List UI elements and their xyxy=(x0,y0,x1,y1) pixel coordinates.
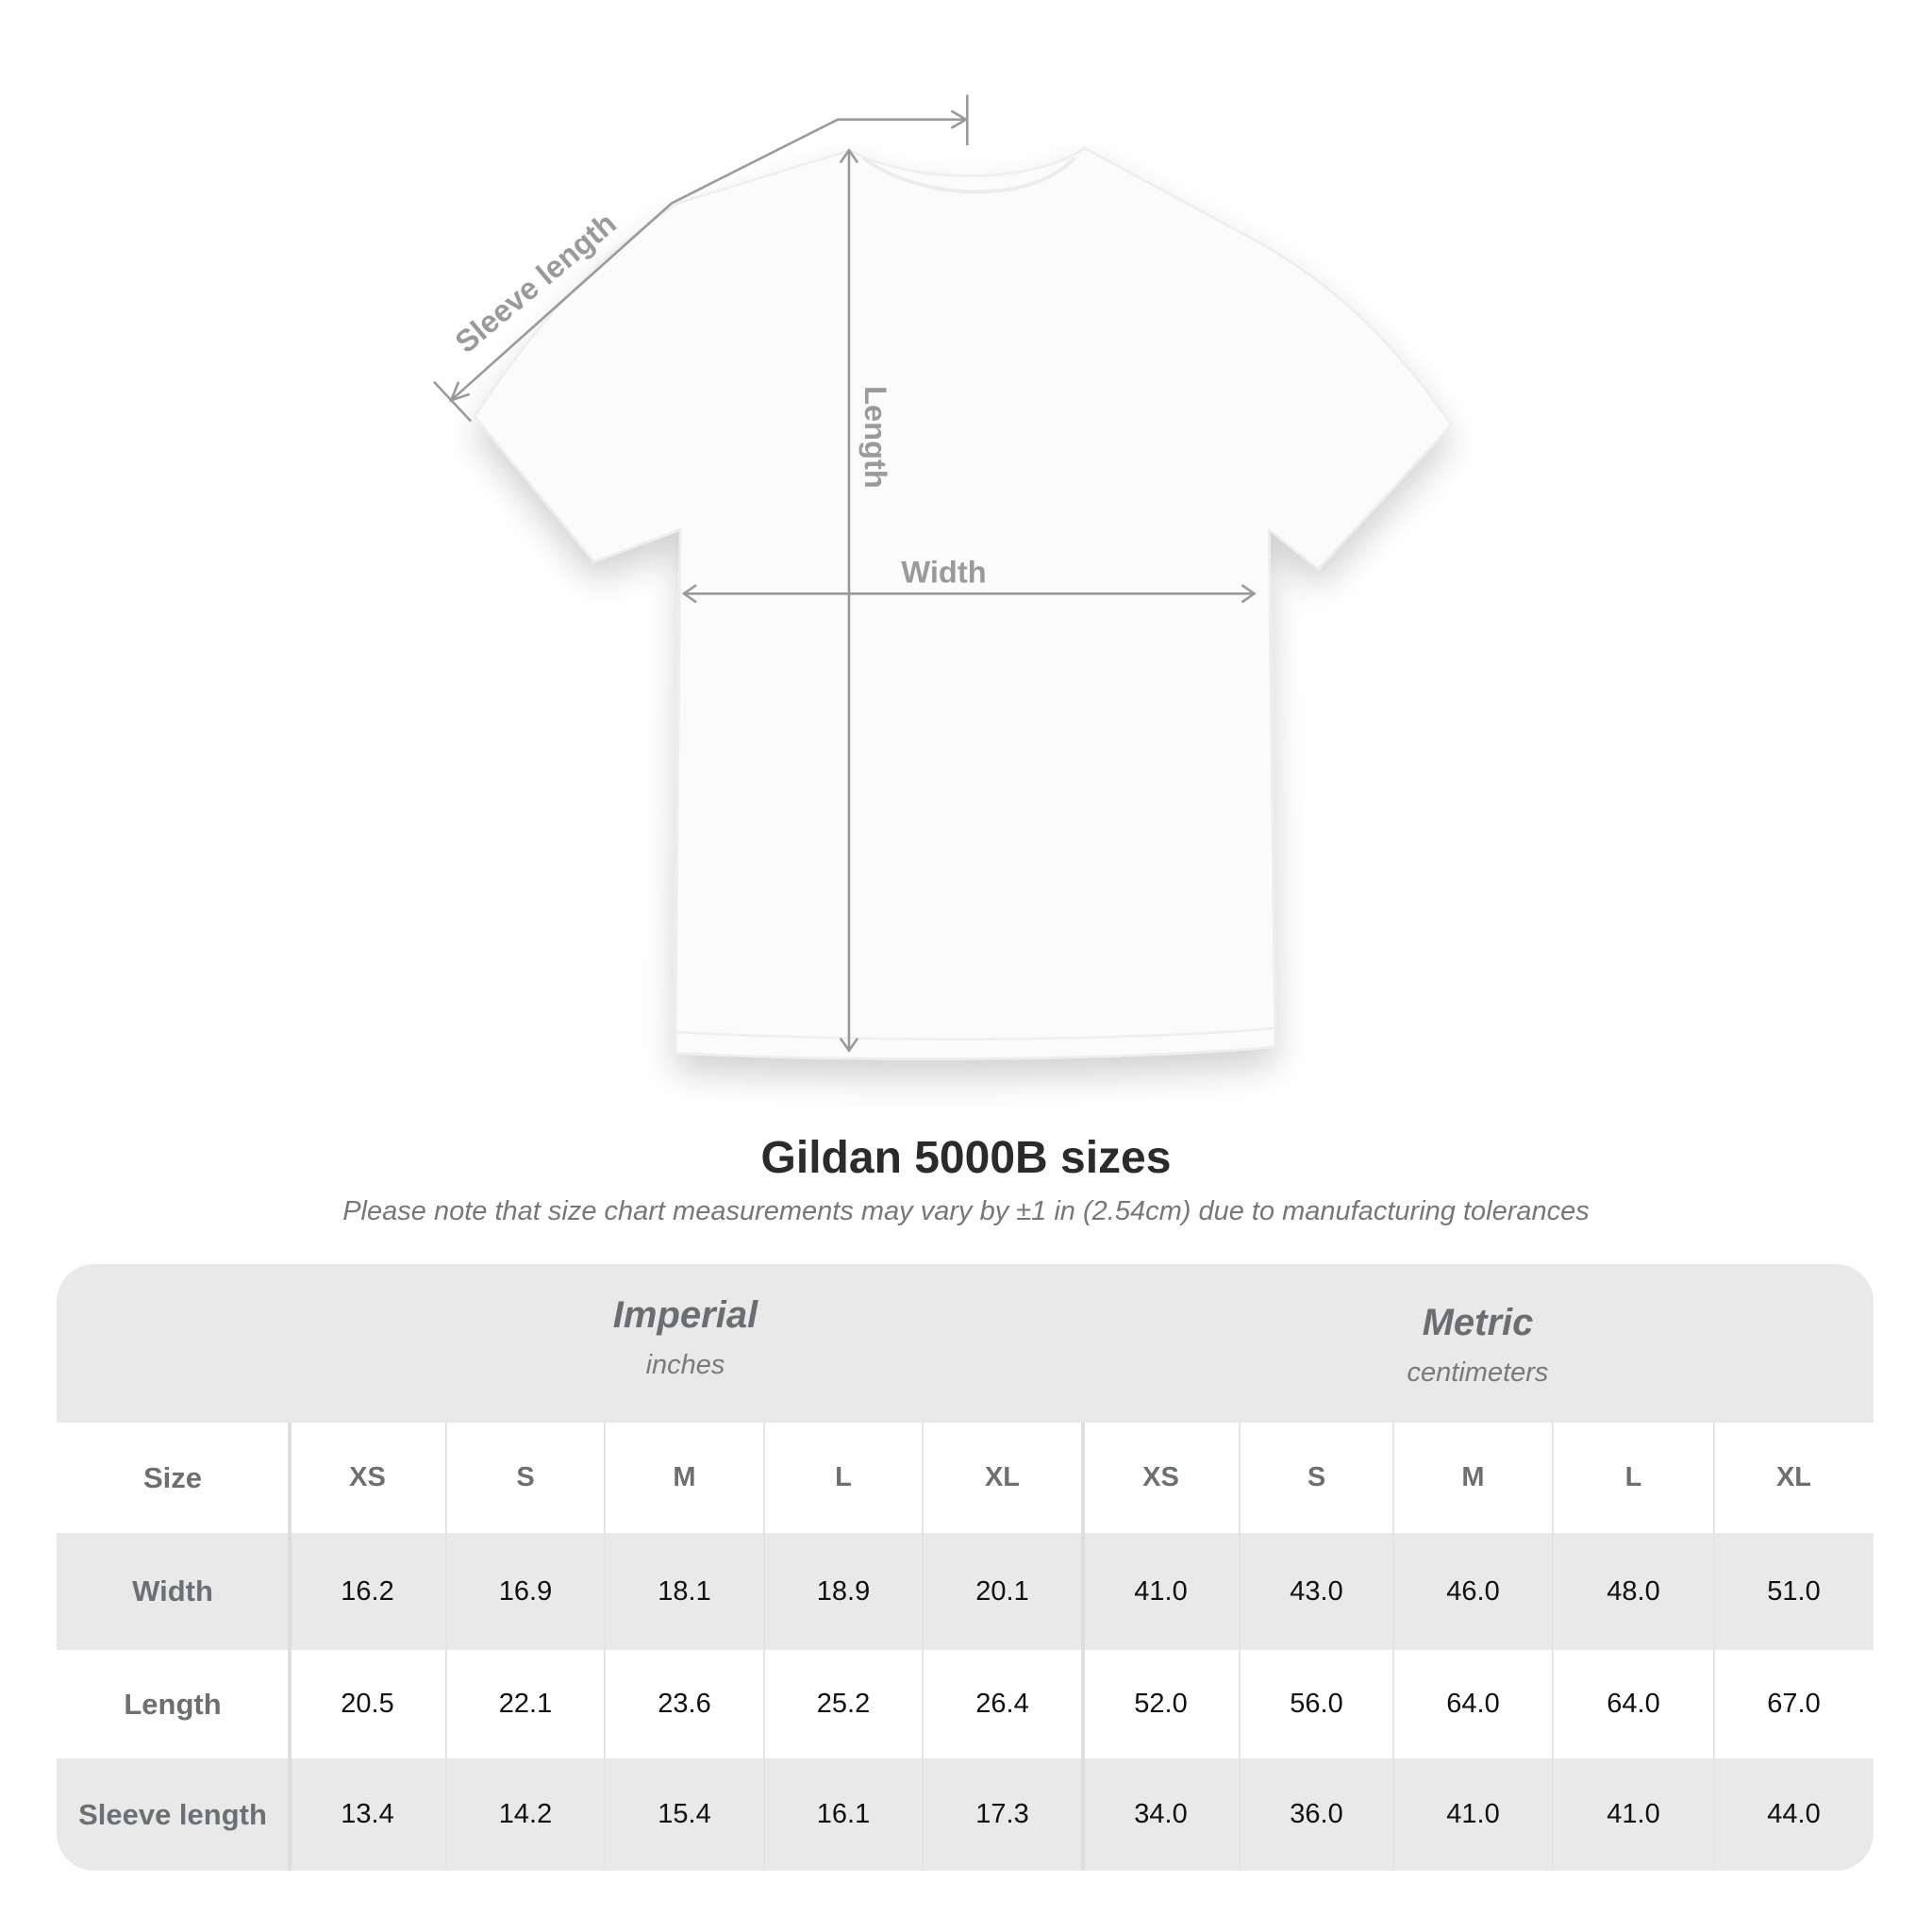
table-cell: 48.0 xyxy=(1607,1575,1660,1607)
row-band xyxy=(57,1533,1874,1650)
width-label: Width xyxy=(901,555,986,590)
table-cell: 17.3 xyxy=(975,1799,1029,1829)
table-cell: 46.0 xyxy=(1446,1575,1500,1607)
table-cell: 36.0 xyxy=(1290,1799,1343,1829)
size-column-header: XS xyxy=(349,1462,386,1492)
table-cell: 16.1 xyxy=(816,1799,871,1829)
size-column-header: XS xyxy=(1142,1462,1179,1492)
row-label: Sleeve length xyxy=(78,1797,267,1831)
table-cell: 18.1 xyxy=(658,1575,711,1607)
table-cell: 18.9 xyxy=(816,1575,871,1607)
column-divider xyxy=(922,1423,924,1871)
table-cell: 67.0 xyxy=(1767,1689,1821,1719)
table-cell: 43.0 xyxy=(1290,1575,1343,1607)
table-cell: 15.4 xyxy=(658,1799,711,1829)
table-cell: 41.0 xyxy=(1134,1575,1188,1607)
table-cell: 44.0 xyxy=(1767,1799,1821,1829)
row-label: Width xyxy=(132,1574,213,1607)
imperial-title: Imperial xyxy=(612,1294,758,1336)
length-arrow xyxy=(839,148,859,1053)
column-divider xyxy=(288,1423,291,1871)
table-cell: 20.1 xyxy=(975,1575,1029,1607)
tolerance-note: Please note that size chart measurements… xyxy=(342,1196,1590,1226)
table-cell: 52.0 xyxy=(1134,1689,1188,1719)
table-cell: 22.1 xyxy=(498,1689,553,1719)
table-cell: 41.0 xyxy=(1446,1799,1500,1829)
column-divider xyxy=(1392,1423,1394,1871)
size-header: Size xyxy=(142,1460,203,1494)
table-cell: 56.0 xyxy=(1290,1689,1343,1719)
table-cell: 26.4 xyxy=(975,1689,1029,1719)
row-band xyxy=(57,1758,1874,1871)
size-column-header: XL xyxy=(1775,1462,1812,1492)
tshirt-diagram: Sleeve length Length Width xyxy=(433,94,1454,1060)
table-cell: 23.6 xyxy=(658,1689,711,1719)
table-cell: 41.0 xyxy=(1607,1799,1660,1829)
size-table: Imperial inches Metric centimeters Size X… xyxy=(57,1264,1874,1871)
metric-title: Metric xyxy=(1422,1302,1534,1343)
column-divider xyxy=(604,1423,606,1871)
sleeve-length-arrow xyxy=(433,94,969,423)
table-cell: 14.2 xyxy=(498,1799,553,1829)
size-column-header: L xyxy=(1624,1462,1642,1492)
column-divider xyxy=(1081,1423,1085,1871)
table-header-band xyxy=(57,1264,1874,1423)
size-column-header: M xyxy=(673,1462,696,1492)
imperial-header: Imperial inches xyxy=(289,1294,1082,1381)
table-cell: 20.5 xyxy=(341,1689,394,1719)
table-cell: 16.2 xyxy=(341,1575,394,1607)
tshirt-shape xyxy=(473,146,1454,1060)
size-column-header: XL xyxy=(984,1462,1021,1492)
table-cell: 16.9 xyxy=(498,1575,553,1607)
width-arrow xyxy=(681,584,1257,604)
table-cell: 51.0 xyxy=(1767,1575,1821,1607)
column-divider xyxy=(763,1423,765,1871)
table-cell: 64.0 xyxy=(1607,1689,1660,1719)
column-divider xyxy=(445,1423,447,1871)
table-cell: 13.4 xyxy=(341,1799,394,1829)
metric-header: Metric centimeters xyxy=(1082,1302,1874,1389)
length-label: Length xyxy=(858,386,893,489)
page-title: Gildan 5000B sizes xyxy=(760,1133,1172,1183)
size-column-header: S xyxy=(516,1462,535,1492)
imperial-unit: inches xyxy=(645,1350,725,1380)
table-cell: 64.0 xyxy=(1446,1689,1500,1719)
column-divider xyxy=(1239,1423,1241,1871)
size-column-header: S xyxy=(1307,1462,1326,1492)
table-cell: 25.2 xyxy=(816,1689,871,1719)
size-column-header: L xyxy=(835,1462,852,1492)
size-column-header: M xyxy=(1461,1462,1485,1492)
table-cell: 34.0 xyxy=(1134,1799,1188,1829)
column-divider xyxy=(1552,1423,1554,1871)
metric-unit: centimeters xyxy=(1407,1357,1549,1388)
row-label: Length xyxy=(124,1687,222,1721)
column-divider xyxy=(1713,1423,1715,1871)
